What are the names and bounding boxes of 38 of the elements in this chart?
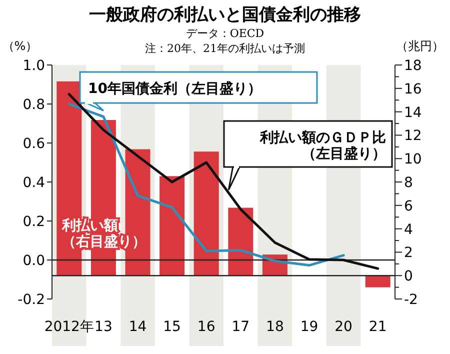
y2-tick-label: 4	[404, 222, 413, 238]
x-tick-label: 2012年	[44, 319, 94, 335]
y2-tick-label: 12	[404, 128, 422, 144]
y-tick-label: 0.4	[22, 175, 46, 191]
y2-tick-label: -2	[404, 292, 418, 308]
y2-tick-label: 6	[404, 198, 413, 214]
y-tick-label: 0.2	[22, 214, 45, 230]
y2-tick-label: 8	[404, 175, 413, 191]
x-tick-label: 17	[232, 319, 250, 335]
y2-tick-label: 2	[404, 245, 413, 262]
y-tick-label: 1.0	[22, 58, 45, 74]
series-label: 10年国債金利（左目盛り）	[88, 80, 262, 97]
y-tick-label: 0.8	[22, 97, 45, 113]
x-tick-label: 15	[163, 319, 181, 335]
x-tick-label: 13	[94, 319, 112, 335]
x-tick-label: 21	[368, 319, 387, 335]
chart-subtitle: データ：OECD	[186, 27, 264, 40]
text: 注：20年、21年の利払いは予測	[145, 42, 305, 55]
chart-title: 一般政府の利払いと国債金利の推移	[89, 5, 361, 25]
y2-tick-label: 16	[404, 81, 422, 98]
y-tick-label: 0.6	[22, 136, 46, 152]
y2-tick-label: 14	[404, 104, 422, 121]
y2-tick-label: 10	[404, 152, 422, 168]
y2-axis-title: （兆円）	[396, 39, 444, 53]
y-tick-label: -0.2	[18, 292, 45, 308]
x-tick-label: 14	[128, 319, 147, 335]
x-tick-label: 20	[334, 319, 352, 335]
y2-tick-label: 0	[404, 268, 413, 285]
x-tick-label: 19	[300, 319, 318, 335]
y-axis-title: （%）	[2, 39, 38, 53]
bar	[228, 208, 254, 276]
bar	[365, 276, 390, 288]
x-tick-label: 16	[197, 319, 216, 335]
y2-tick-label: 18	[404, 58, 422, 74]
bar	[194, 152, 219, 276]
x-tick-label: 18	[266, 319, 284, 335]
bar	[160, 176, 185, 276]
y-tick-label: 0.0	[22, 253, 45, 269]
